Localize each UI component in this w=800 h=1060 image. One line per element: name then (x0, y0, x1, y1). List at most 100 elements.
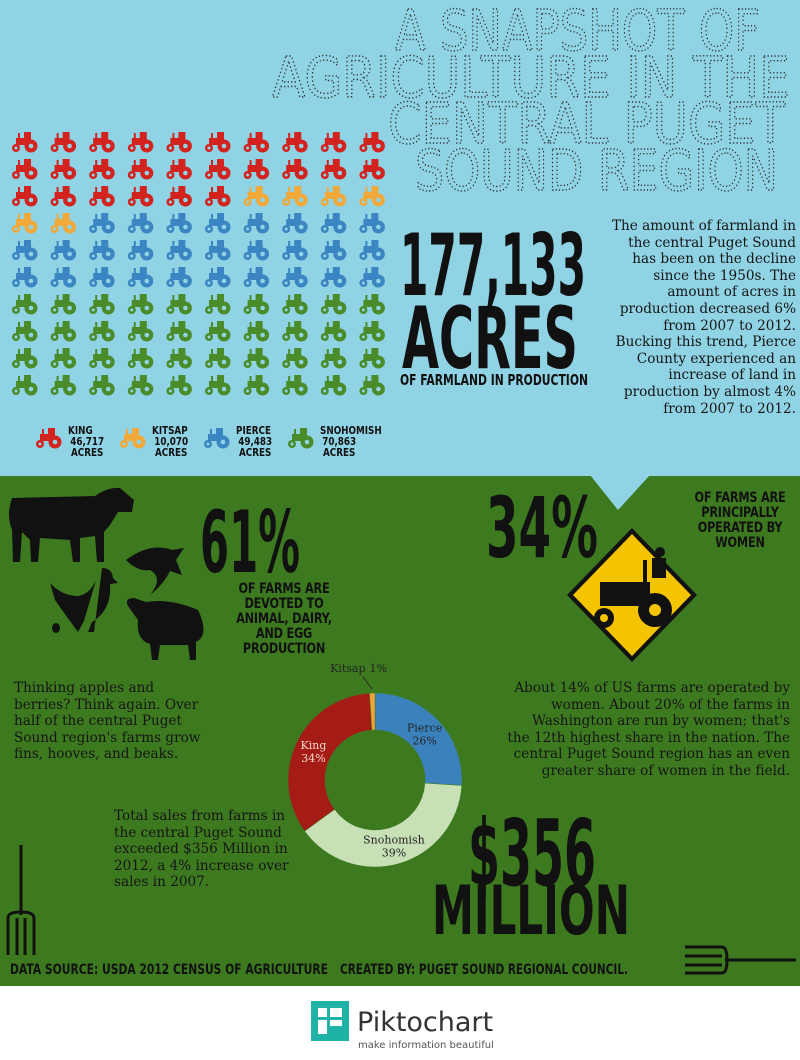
tractor-icon (320, 240, 347, 261)
tractor-icon (89, 267, 115, 288)
tractor-cab (62, 267, 70, 275)
tractor-cab (62, 240, 70, 248)
tractor-hub (168, 362, 172, 366)
tractor-hub (260, 251, 265, 257)
tractor-hub (361, 335, 365, 339)
tractor-hub (361, 362, 365, 366)
tractor-hub (130, 200, 134, 204)
tractor-hub (298, 224, 304, 230)
tractor-icon (50, 132, 77, 153)
tractor-hub (130, 335, 134, 339)
tractor-icon (282, 240, 308, 261)
tractor-cab (24, 240, 31, 248)
tractor-stack (326, 295, 329, 301)
tractor-body (93, 273, 108, 280)
tractor-hub (168, 254, 172, 258)
tractor-hub (323, 173, 327, 177)
tractor-hub (67, 359, 72, 365)
tractor-hub (207, 227, 211, 231)
tractor-hub (361, 281, 365, 285)
tractor-cab (24, 375, 31, 383)
tractor-hub (376, 278, 381, 284)
tractor-cab (139, 267, 147, 275)
tractor-hub (130, 227, 134, 231)
tractor-stack (326, 160, 329, 166)
tractor-hub (337, 224, 343, 230)
tractor-stack (365, 322, 368, 328)
tractor-cab (255, 267, 263, 275)
tractor-stack (95, 376, 98, 382)
tractor-stack (56, 214, 59, 220)
tractor-hub (91, 200, 95, 204)
tractor-hub (14, 389, 18, 393)
tractor-body (324, 354, 339, 361)
tractor-body (54, 138, 69, 145)
tractor-body (16, 246, 30, 253)
tractor-hub (183, 197, 188, 203)
tractor-hub (361, 254, 365, 258)
tractor-cab (255, 186, 263, 194)
tractor-cab (178, 186, 186, 194)
legend-entry: SNOHOMISH 70,863 ACRES (320, 425, 382, 458)
tractor-body (54, 300, 69, 307)
tractor-cab (24, 186, 31, 194)
tractor-stack (18, 160, 20, 166)
tractor-body (286, 246, 301, 253)
tractor-hub (260, 386, 265, 392)
tractor-cab (101, 132, 109, 140)
tractor-body (170, 138, 185, 145)
tractor-hub (221, 197, 227, 203)
tractor-body (324, 165, 339, 172)
tractor-hub (168, 200, 172, 204)
tractor-stack (326, 214, 329, 220)
tractor-stack (172, 376, 175, 382)
tractor-hub (53, 308, 57, 312)
tractor-hub (298, 170, 304, 176)
tractor-icon (288, 428, 314, 449)
tractor-hub (67, 143, 72, 149)
tractor-stack (133, 241, 136, 247)
tractor-stack (56, 322, 59, 328)
tractor-cab (371, 159, 379, 167)
tractor-cab (62, 348, 70, 356)
donut-slice (304, 782, 463, 868)
tractor-cab (139, 375, 147, 383)
tractor-stack (326, 187, 329, 193)
tractor-hub (105, 251, 111, 257)
tractor-cab (24, 321, 31, 329)
tractor-stack (365, 349, 368, 355)
tractor-icon (166, 321, 192, 342)
tractor-hub (207, 389, 211, 393)
tractor-icon (205, 375, 231, 396)
tractor-hub (91, 335, 95, 339)
tractor-hub (304, 439, 310, 445)
tractor-cab (101, 267, 109, 275)
title-line: AGRICULTURE IN THE (272, 46, 790, 111)
tractor-hub (246, 200, 250, 204)
tractor-body (324, 219, 339, 226)
tractor-cab (101, 321, 109, 329)
tractor-stack (18, 376, 20, 382)
tractor-icon (166, 294, 192, 315)
tractor-hub (323, 308, 327, 312)
tractor-hub (221, 170, 227, 176)
tractor-hub (183, 224, 188, 230)
tractor-cab (332, 159, 340, 167)
tractor-cab (217, 186, 224, 194)
tractor-stack (133, 268, 136, 274)
tractor-icon (12, 375, 38, 396)
tractor-hub (376, 305, 381, 311)
women-text: About 14% of US farms are operated by wo… (507, 680, 790, 779)
tractor-icon (127, 375, 154, 396)
tractor-cab (139, 132, 147, 140)
tractor-hub (144, 197, 150, 203)
tractor-hub (361, 200, 365, 204)
tractor-body (209, 354, 223, 361)
tractor-stack (95, 133, 98, 139)
tractor-body (93, 138, 108, 145)
tractor-hub (284, 173, 288, 177)
tractor-hub (130, 308, 134, 312)
tractor-hub (183, 251, 188, 257)
tractor-stack (56, 295, 59, 301)
